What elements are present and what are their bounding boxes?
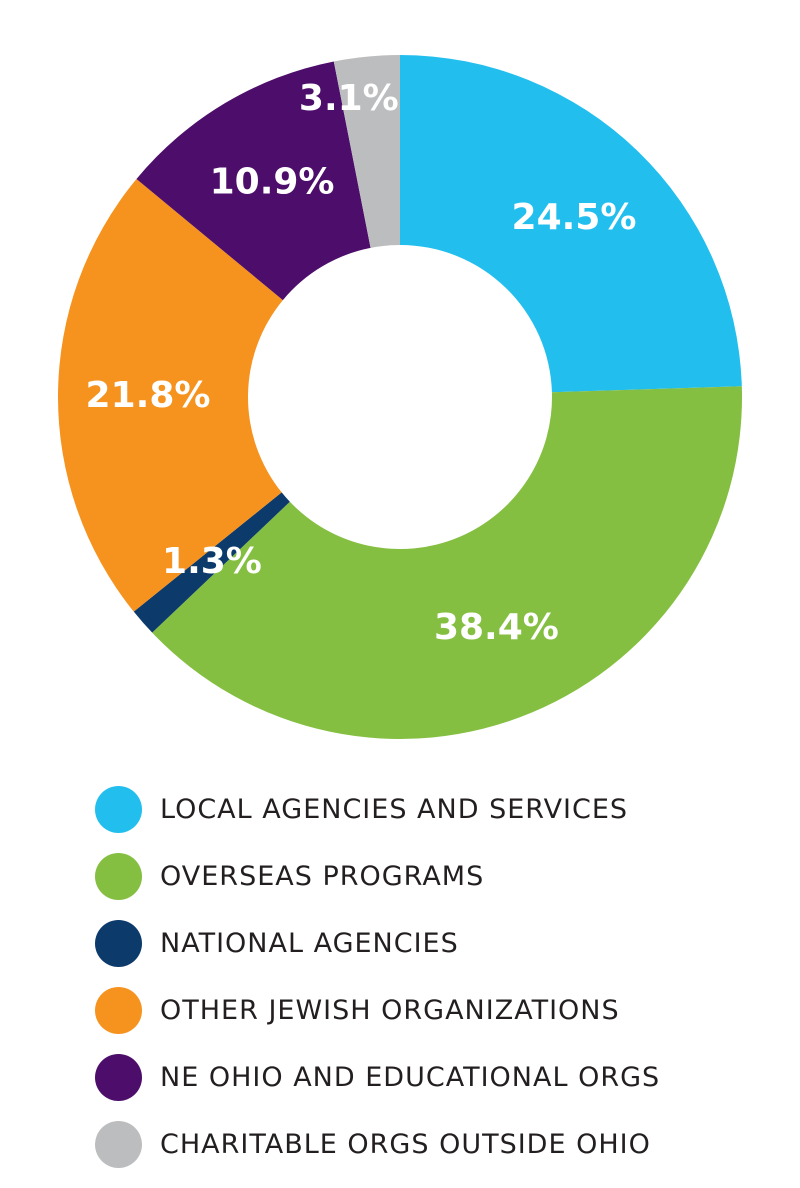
legend-item-local-agencies: LOCAL AGENCIES AND SERVICES <box>95 776 775 843</box>
legend-item-national-agencies: NATIONAL AGENCIES <box>95 910 775 977</box>
donut-chart: 24.5% 38.4% 1.3% 21.8% 10.9% 3.1% <box>57 55 742 740</box>
legend-swatch-ne-ohio-educational <box>95 1054 142 1101</box>
legend-swatch-national-agencies <box>95 920 142 967</box>
legend-label-ne-ohio-educational: NE OHIO AND EDUCATIONAL ORGS <box>160 1062 661 1093</box>
legend-item-ne-ohio-educational: NE OHIO AND EDUCATIONAL ORGS <box>95 1044 775 1111</box>
legend-label-local-agencies: LOCAL AGENCIES AND SERVICES <box>160 794 629 825</box>
slice-label-ne-ohio-and-educational-orgs: 10.9% <box>210 162 335 203</box>
slice-label-charitable-orgs-outside-ohio: 3.1% <box>299 78 399 119</box>
legend-item-other-jewish-organizations: OTHER JEWISH ORGANIZATIONS <box>95 977 775 1044</box>
legend-item-charitable-outside-ohio: CHARITABLE ORGS OUTSIDE OHIO <box>95 1111 775 1178</box>
slice-ne-ohio-and-educational-orgs <box>136 61 371 301</box>
slice-national-agencies <box>133 492 290 633</box>
legend-label-national-agencies: NATIONAL AGENCIES <box>160 928 459 959</box>
legend-swatch-charitable-outside-ohio <box>95 1121 142 1168</box>
slice-local-agencies-and-services <box>400 55 742 393</box>
slice-label-overseas-programs: 38.4% <box>434 607 559 648</box>
legend: LOCAL AGENCIES AND SERVICES OVERSEAS PRO… <box>95 776 775 1178</box>
legend-label-other-jewish-organizations: OTHER JEWISH ORGANIZATIONS <box>160 995 620 1026</box>
legend-label-overseas-programs: OVERSEAS PROGRAMS <box>160 861 485 892</box>
slice-label-national-agencies: 1.3% <box>162 541 262 582</box>
slice-overseas-programs <box>152 386 742 740</box>
slice-other-jewish-organizations <box>57 179 283 612</box>
legend-item-overseas-programs: OVERSEAS PROGRAMS <box>95 843 775 910</box>
legend-label-charitable-outside-ohio: CHARITABLE ORGS OUTSIDE OHIO <box>160 1129 651 1160</box>
legend-swatch-other-jewish-organizations <box>95 987 142 1034</box>
slice-charitable-orgs-outside-ohio <box>333 55 400 248</box>
legend-swatch-local-agencies <box>95 786 142 833</box>
legend-swatch-overseas-programs <box>95 853 142 900</box>
slice-label-other-jewish-organizations: 21.8% <box>86 375 211 416</box>
slice-label-local-agencies-and-services: 24.5% <box>512 197 637 238</box>
